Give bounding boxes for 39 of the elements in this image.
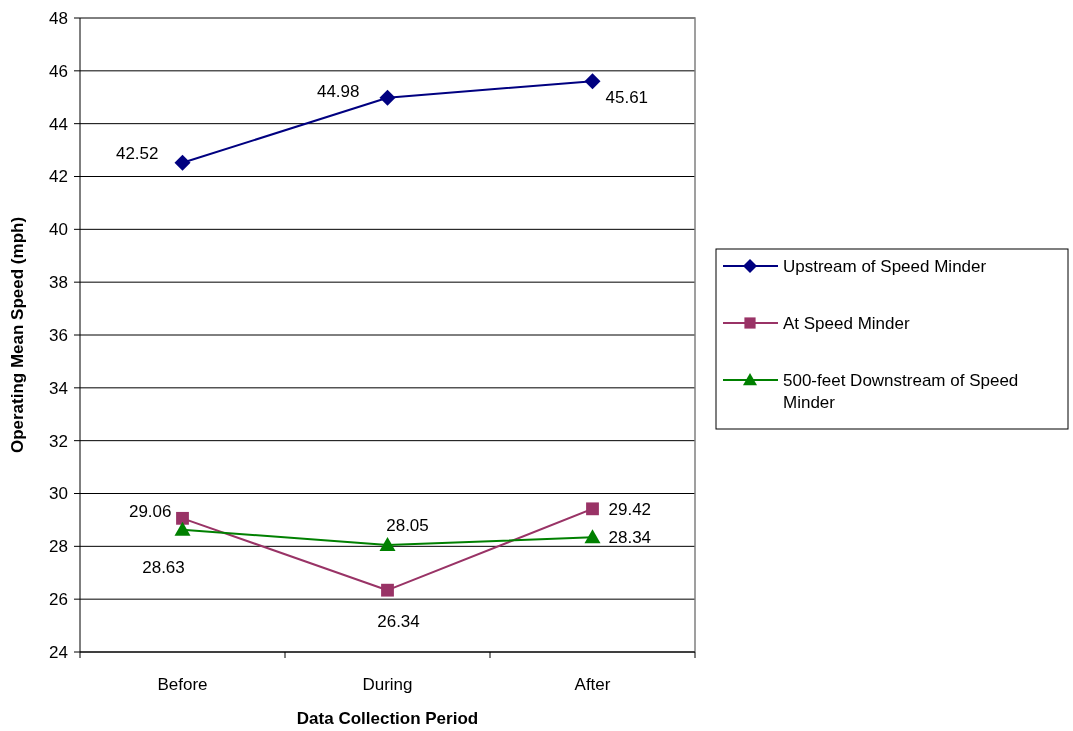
point [174,154,191,171]
y-tick-label: 34 [49,378,68,398]
y-tick-label: 42 [49,167,68,187]
data-label: 28.05 [386,516,429,536]
y-axis-title: Operating Mean Speed (mph) [8,216,27,454]
point [584,73,601,90]
y-tick-label: 38 [49,273,68,293]
data-label: 29.06 [128,502,172,522]
data-label: 44.98 [316,81,360,101]
data-label: 45.61 [605,88,649,108]
point [584,529,601,544]
y-tick-label: 40 [49,220,68,240]
legend-label: At Speed Minder [783,313,910,333]
point [176,511,189,525]
y-tick-label: 46 [49,61,68,81]
point [381,583,394,597]
x-tick-label: During [362,675,413,694]
x-tick-label: After [574,675,611,694]
y-tick-label: 44 [49,114,68,134]
y-tick-label: 26 [49,590,68,610]
legend-label: Upstream of Speed Minder [783,256,987,276]
data-label: 29.42 [608,499,652,519]
data-label: 26.34 [377,612,420,632]
y-tick-label: 28 [49,537,68,557]
y-tick-label: 32 [49,431,68,451]
y-tick-label: 48 [49,8,68,28]
point [379,537,396,552]
data-label: 42.52 [115,143,159,163]
point [586,502,599,516]
x-tick-label: Before [157,675,208,694]
data-label: 28.34 [608,528,652,548]
y-tick-label: 24 [49,642,68,662]
data-label: 28.63 [142,557,185,577]
x-axis-title: Data Collection Period [296,709,479,728]
y-tick-label: 36 [49,325,68,345]
legend-label: 500-feet Downstream of Speed Minder [783,370,1019,412]
point [174,521,191,536]
point [379,89,396,106]
y-tick-label: 30 [49,484,68,504]
